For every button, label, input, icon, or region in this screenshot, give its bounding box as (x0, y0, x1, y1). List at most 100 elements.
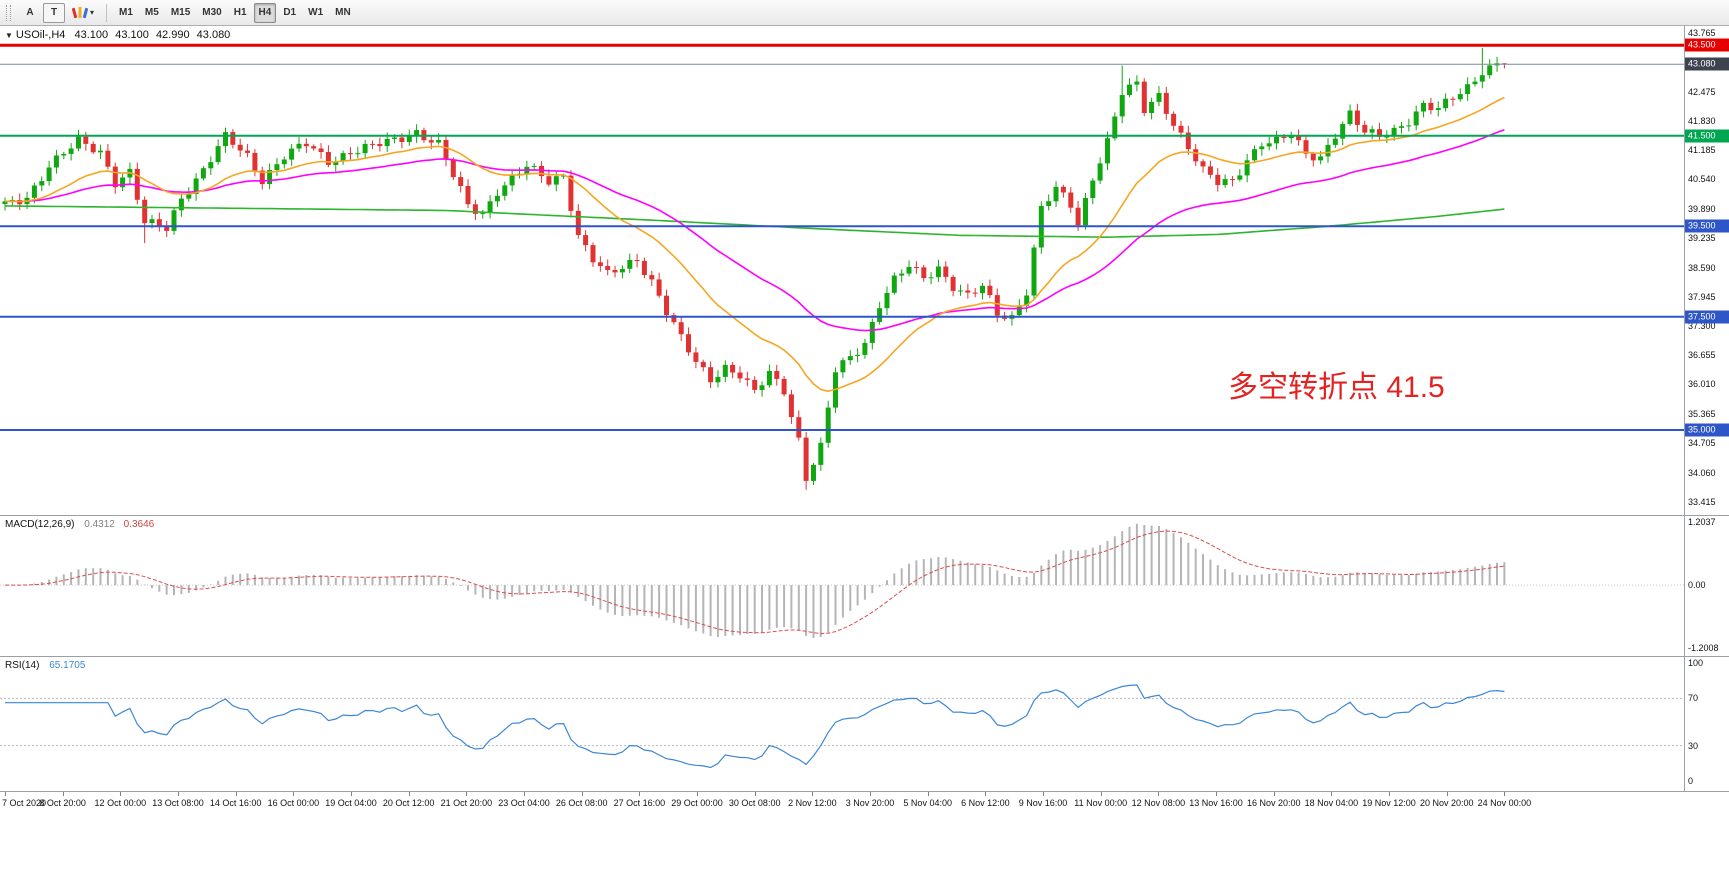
price-tag-43.500[interactable]: 43.500 (1685, 38, 1729, 52)
time-label: 29 Oct 00:00 (671, 798, 723, 808)
toolbar-grip[interactable] (6, 4, 11, 21)
timeframe-button-h1[interactable]: H1 (233, 7, 247, 18)
time-label: 8 Oct 20:00 (39, 798, 86, 808)
chart-window: ▼ USOil-,H4 43.100 43.100 42.990 43.080 多… (0, 26, 1729, 894)
axis-tick-label: 100 (1688, 658, 1704, 668)
time-label: 16 Oct 00:00 (267, 798, 320, 808)
ohlc-high: 43.100 (115, 29, 149, 41)
axis-tick-label: 41.185 (1688, 145, 1716, 155)
axis-tick-label: 39.235 (1688, 233, 1716, 244)
timeframe-button-d1[interactable]: D1 (283, 7, 297, 18)
axis-tick-label: 0 (1688, 776, 1694, 786)
crayon-color-button[interactable]: ▾ (67, 3, 99, 23)
macd-plot[interactable] (0, 516, 1684, 656)
price-tag-39.500[interactable]: 39.500 (1685, 219, 1729, 233)
timeframe-button-m1[interactable]: M1 (119, 7, 133, 18)
price-plot[interactable] (0, 26, 1684, 515)
time-tick (524, 792, 526, 796)
time-tick (235, 792, 237, 796)
time-label: 13 Nov 16:00 (1189, 798, 1243, 808)
time-label: 24 Nov 00:00 (1477, 798, 1532, 808)
timeframe-button-w1[interactable]: W1 (308, 7, 324, 18)
expand-triangle-icon[interactable]: ▼ (5, 31, 13, 40)
chevron-down-icon: ▾ (90, 8, 95, 17)
time-tick (1273, 792, 1275, 796)
time-label: 11 Nov 00:00 (1074, 798, 1128, 808)
macd-label: MACD(12,26,9) 0.4312 0.3646 (5, 519, 154, 530)
ma-slow-line (4, 205, 1505, 239)
time-tick (1389, 792, 1391, 796)
time-label: 9 Nov 16:00 (1018, 798, 1068, 808)
rsi-name: RSI(14) (5, 660, 40, 671)
macd-signal-value: 0.3646 (123, 519, 155, 530)
time-tick (812, 792, 814, 796)
ohlc-open: 43.100 (74, 29, 109, 41)
price-tag-37.500[interactable]: 37.500 (1685, 310, 1729, 324)
axis-tick-label: 0.00 (1688, 580, 1706, 591)
macd-pane[interactable]: MACD(12,26,9) 0.4312 0.3646 1.2037 0.00 -1… (0, 516, 1729, 657)
time-label: 14 Oct 16:00 (209, 798, 262, 808)
price-tag-35.000[interactable]: 35.000 (1685, 423, 1729, 437)
time-tick (1331, 792, 1333, 796)
time-tick (351, 792, 352, 796)
axis-tick-label: 70 (1688, 693, 1699, 704)
time-label: 2 Nov 12:00 (788, 798, 837, 808)
candles-layer (2, 47, 1507, 490)
text-label-tool-button[interactable]: T (43, 2, 65, 23)
time-tick (408, 792, 410, 796)
time-label: 6 Nov 12:00 (961, 798, 1010, 808)
time-tick (120, 792, 122, 796)
ohlc-close: 43.080 (196, 29, 231, 41)
timeframe-button-m15[interactable]: M15 (170, 7, 191, 18)
current-price-tag: 43.080 (1685, 57, 1729, 71)
axis-tick-label: 34.060 (1688, 467, 1716, 478)
bottom-filler (0, 812, 1729, 894)
time-axis[interactable]: 7 Oct 2020 8 Oct 20:00 12 Oct 00:00 13 Oct … (0, 792, 1729, 812)
time-tick (466, 792, 468, 796)
time-tick (697, 792, 699, 796)
time-tick (1043, 792, 1045, 796)
macd-main-value: 0.4312 (84, 519, 115, 530)
axis-tick-label: 39.890 (1688, 203, 1716, 214)
timeframe-button-m30[interactable]: M30 (202, 7, 222, 18)
price-tag-41.500[interactable]: 41.500 (1685, 129, 1729, 143)
ohlc-low: 42.990 (155, 29, 190, 41)
time-tick (639, 792, 641, 796)
timeframe-button-mn[interactable]: MN (335, 7, 351, 18)
chart-title: ▼ USOil-,H4 43.100 43.100 42.990 43.080 (5, 29, 230, 41)
price-axis[interactable]: 43.765 42.475 41.830 41.185 40.540 39.890 39.2… (1684, 26, 1729, 515)
rsi-plot[interactable] (0, 657, 1684, 791)
toolbar-separator (106, 3, 108, 22)
time-tick (985, 792, 987, 796)
time-label: 7 Oct 2020 (2, 798, 47, 808)
rsi-axis: 100 70 30 0 (1684, 657, 1729, 791)
time-tick (754, 792, 756, 796)
time-label: 18 Nov 04:00 (1304, 798, 1359, 808)
ma-fast-line (4, 96, 1505, 393)
axis-tick-label: 42.475 (1688, 86, 1716, 97)
rsi-label: RSI(14) 65.1705 (5, 660, 85, 671)
time-tick (581, 792, 583, 796)
time-tick (1216, 792, 1218, 796)
timeframe-button-h4[interactable]: H4 (253, 2, 277, 23)
timeframe-button-m5[interactable]: M5 (144, 7, 159, 18)
time-tick (870, 792, 872, 796)
chart-annotation-text[interactable]: 多空转折点 41.5 (1228, 371, 1445, 404)
time-tick (178, 792, 179, 796)
time-label: 21 Oct 20:00 (440, 798, 493, 808)
time-label: 3 Nov 20:00 (845, 798, 895, 808)
time-label: 23 Oct 04:00 (498, 798, 550, 808)
axis-tick-label: 1.2037 (1688, 517, 1716, 527)
axis-tick-label: 33.415 (1688, 496, 1716, 507)
axis-tick-label: 35.365 (1688, 408, 1716, 419)
time-label: 30 Oct 08:00 (728, 798, 781, 808)
rsi-pane[interactable]: RSI(14) 65.1705 100 70 30 0 (0, 657, 1729, 792)
macd-name: MACD(12,26,9) (5, 519, 75, 530)
macd-axis: 1.2037 0.00 -1.2008 (1684, 516, 1729, 656)
time-tick (1158, 792, 1160, 796)
axis-tick-label: 37.945 (1688, 291, 1716, 302)
axis-tick-label: 41.830 (1688, 115, 1716, 126)
time-label: 13 Oct 08:00 (152, 798, 204, 808)
text-tool-button[interactable]: A (26, 7, 34, 18)
price-pane[interactable]: ▼ USOil-,H4 43.100 43.100 42.990 43.080 多… (0, 26, 1729, 516)
